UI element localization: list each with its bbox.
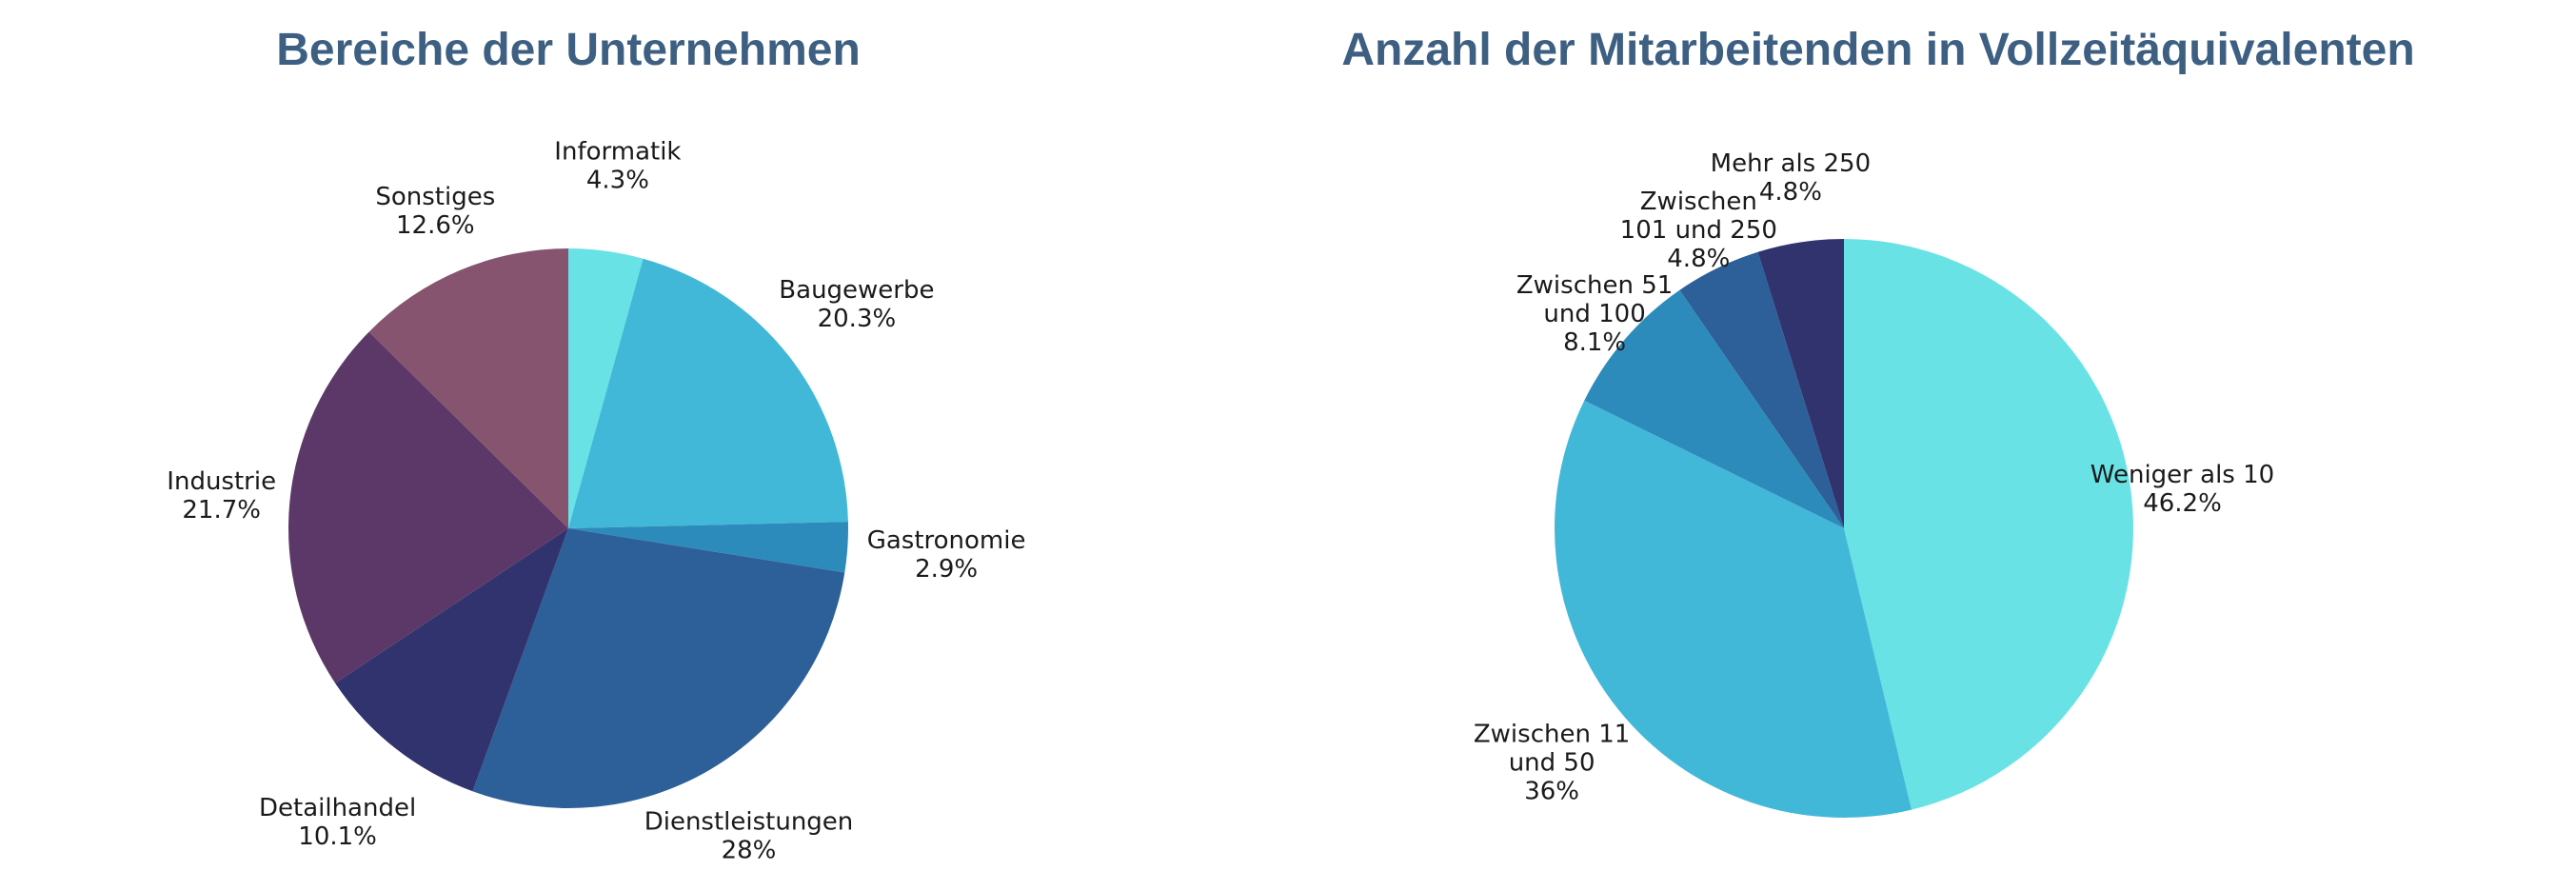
slice-value-label: 4.8% bbox=[1667, 245, 1730, 273]
pie-slice-label: Industrie 21.7% bbox=[167, 467, 276, 525]
slice-category-label: Zwischen 51 bbox=[1516, 271, 1673, 300]
pie-slice bbox=[1844, 239, 2133, 810]
pie-slice bbox=[1555, 400, 1912, 818]
pie-slice-label: Detailhandel 10.1% bbox=[259, 794, 416, 851]
slice-value-label: 2.9% bbox=[915, 555, 978, 584]
pie-labels: Informatik 4.3% Baugewerbe 20.3% Gastronomie… bbox=[167, 138, 1025, 865]
slice-category-label: Dienstleistungen bbox=[644, 807, 854, 836]
slice-category-label: Sonstiges bbox=[375, 183, 495, 211]
slice-category-label: und 50 bbox=[1509, 748, 1595, 777]
pie-slice bbox=[1679, 251, 1844, 528]
slice-category-label: Gastronomie bbox=[867, 526, 1026, 555]
slice-category-label: Zwischen 11 bbox=[1474, 720, 1630, 748]
pie-slices bbox=[287, 248, 849, 808]
slice-value-label: 12.6% bbox=[396, 211, 475, 240]
chart-sectors: Bereiche der Unternehmen Informatik 4.3% B… bbox=[167, 25, 1025, 864]
slice-value-label: 28% bbox=[722, 836, 777, 864]
slice-category-label: Zwischen bbox=[1640, 188, 1757, 216]
pie-slice-label: Weniger als 10 46.2% bbox=[2091, 461, 2274, 518]
slice-value-label: 21.7% bbox=[182, 496, 261, 525]
pie-slice bbox=[568, 258, 848, 528]
pie-slice-label: Dienstleistungen 28% bbox=[644, 807, 854, 864]
slice-category-label: Weniger als 10 bbox=[2091, 461, 2274, 489]
pie-slice-label: Mehr als 250 4.8% bbox=[1711, 149, 1871, 207]
slice-category-label: 101 und 250 bbox=[1620, 216, 1777, 245]
slice-category-label: Detailhandel bbox=[259, 794, 416, 822]
pie-slice bbox=[1757, 239, 1844, 528]
slice-value-label: 4.8% bbox=[1759, 178, 1822, 207]
slice-value-label: 36% bbox=[1524, 777, 1579, 805]
pie-slice bbox=[368, 248, 568, 528]
pie-slice bbox=[568, 248, 644, 528]
chart-employees: Anzahl der Mitarbeitenden in Vollzeitäqu… bbox=[1341, 25, 2415, 818]
pie-slice-label: Zwischen 11 und 50 36% bbox=[1474, 720, 1630, 805]
pie-slice-label: Baugewerbe 20.3% bbox=[779, 276, 934, 333]
slice-category-label: Mehr als 250 bbox=[1711, 149, 1871, 178]
chart-title-employees: Anzahl der Mitarbeitenden in Vollzeitäqu… bbox=[1341, 25, 2414, 75]
pie-slice-label: Zwischen 51 und 100 8.1% bbox=[1516, 271, 1673, 357]
pie-slice bbox=[1584, 289, 1844, 528]
slice-category-label: und 100 bbox=[1543, 300, 1645, 328]
pie-slice bbox=[287, 331, 568, 683]
pie-slice bbox=[472, 528, 845, 808]
slice-value-label: 8.1% bbox=[1563, 328, 1626, 357]
pie-slice-label: Gastronomie 2.9% bbox=[867, 526, 1026, 584]
pie-labels: Weniger als 10 46.2%Zwischen 11 und 50 36%Z… bbox=[1474, 149, 2274, 805]
slice-value-label: 4.3% bbox=[586, 167, 649, 195]
pie-slice-label: Informatik 4.3% bbox=[554, 138, 681, 195]
pie-slice-label: Zwischen 101 und 250 4.8% bbox=[1620, 188, 1777, 273]
slice-category-label: Baugewerbe bbox=[779, 276, 934, 305]
pie-slice bbox=[568, 522, 849, 573]
pie-slice-label: Sonstiges 12.6% bbox=[375, 183, 495, 240]
slice-category-label: Industrie bbox=[167, 467, 276, 496]
slice-category-label: Informatik bbox=[554, 138, 681, 167]
slice-value-label: 20.3% bbox=[818, 305, 897, 333]
chart-title-sectors: Bereiche der Unternehmen bbox=[276, 25, 861, 75]
pie-slice bbox=[335, 528, 568, 792]
slice-value-label: 46.2% bbox=[2143, 489, 2222, 518]
pie-slices bbox=[1555, 239, 2133, 818]
slice-value-label: 10.1% bbox=[298, 822, 377, 851]
